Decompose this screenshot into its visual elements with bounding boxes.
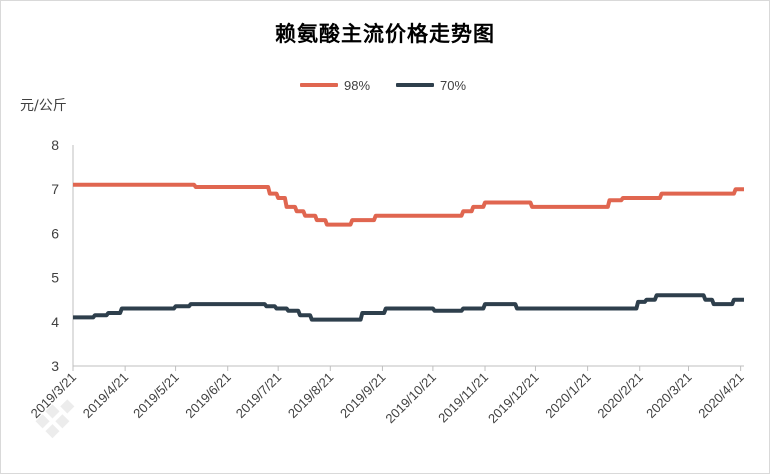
- x-tick-label: 2020/1/21: [542, 370, 594, 422]
- x-tick-label: 2019/12/21: [485, 370, 542, 427]
- x-tick-label: 2020/3/21: [643, 370, 695, 422]
- chart-title: 赖氨酸主流价格走势图: [275, 22, 495, 46]
- x-tick-label: 2020/2/21: [594, 370, 646, 422]
- x-tick-label: 2019/9/21: [337, 370, 389, 422]
- watermark-logo-icon: [35, 399, 75, 439]
- legend-item-70: 70%: [396, 78, 466, 93]
- legend-item-98: 98%: [300, 78, 370, 93]
- y-tick-label: 4: [51, 314, 59, 330]
- y-tick-label: 3: [51, 358, 59, 374]
- x-tick-label: 2019/11/21: [435, 370, 491, 426]
- legend-line-70: [396, 83, 435, 87]
- y-tick-label: 6: [51, 225, 59, 241]
- x-tick-label: 2019/6/21: [182, 370, 234, 422]
- y-axis-unit-label: 元/公斤: [20, 98, 67, 114]
- y-tick-label: 8: [51, 137, 59, 153]
- y-tick-label: 5: [51, 270, 59, 286]
- y-tick-label: 7: [51, 181, 59, 197]
- x-tick-label: 2020/4/21: [695, 370, 747, 422]
- legend-label-98: 98%: [344, 77, 371, 93]
- series-line-98: [73, 182, 744, 227]
- x-tick-label: 2019/8/21: [285, 370, 337, 422]
- series-line-70: [73, 293, 744, 322]
- legend-label-70: 70%: [440, 77, 467, 93]
- x-tick-label: 2019/7/21: [233, 370, 285, 422]
- x-tick-label: 2019/10/21: [382, 370, 439, 427]
- chart-legend: 98% 70%: [300, 74, 492, 96]
- legend-line-98: [300, 83, 338, 87]
